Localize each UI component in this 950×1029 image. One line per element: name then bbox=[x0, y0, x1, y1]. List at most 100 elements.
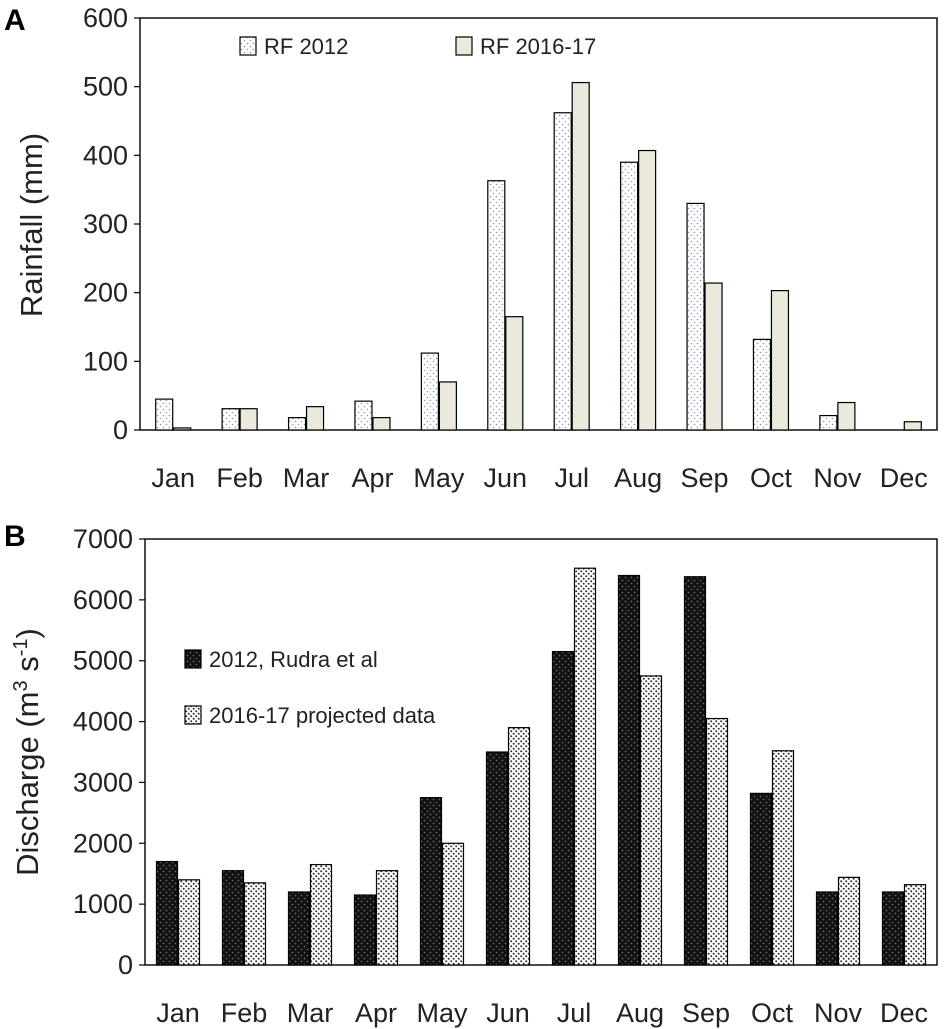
y-axis-title-b: Discharge (m3 s-1) bbox=[10, 628, 45, 876]
bar-mar-series-2 bbox=[305, 406, 325, 431]
x-category-label: Dec bbox=[880, 998, 928, 1028]
bar-mar-series-2 bbox=[309, 863, 333, 966]
bar-sep-series-1 bbox=[686, 202, 705, 431]
bar-jun-series-1 bbox=[487, 180, 506, 431]
y-axis-title-b-end: ) bbox=[10, 628, 45, 638]
bar-jun-series-2 bbox=[505, 316, 524, 431]
bar-oct-series-2 bbox=[771, 750, 795, 966]
x-categories-b: Jan Feb Mar Apr May Jun Jul Aug Sep Oct Nov Dec bbox=[156, 998, 928, 1028]
x-category-label: Mar bbox=[287, 998, 334, 1028]
bar-feb-series-2 bbox=[243, 882, 267, 966]
bar-dec-series-1 bbox=[881, 891, 905, 966]
y-tick-label: 400 bbox=[83, 140, 128, 170]
y-tick-label: 500 bbox=[83, 72, 128, 102]
y-axis-title-b-sup1: 3 bbox=[10, 680, 32, 691]
plot-frame bbox=[139, 17, 938, 431]
y-tick-label: 200 bbox=[83, 278, 128, 308]
bars-a bbox=[155, 81, 922, 431]
bar-feb-series-1 bbox=[221, 870, 245, 966]
bar-jul-series-1 bbox=[551, 650, 575, 966]
y-tick-label: 0 bbox=[118, 950, 133, 980]
bar-oct-series-1 bbox=[752, 338, 772, 431]
bar-feb-series-1 bbox=[221, 408, 240, 431]
bar-may-series-1 bbox=[420, 352, 439, 431]
bar-aug-series-2 bbox=[638, 149, 657, 431]
y-tick-label: 300 bbox=[83, 209, 128, 239]
x-category-label: Aug bbox=[616, 998, 664, 1028]
bar-apr-series-1 bbox=[354, 400, 373, 431]
bar-oct-series-1 bbox=[749, 792, 773, 966]
x-category-label: May bbox=[416, 998, 468, 1028]
axes-b bbox=[144, 538, 938, 966]
bar-oct-series-2 bbox=[770, 290, 790, 431]
bar-jul-series-1 bbox=[553, 112, 572, 431]
rainfall-chart-panel: A Rainfall (mm) 0 100 200 300 400 500 600 Jan F… bbox=[4, 3, 938, 493]
x-category-label: Jul bbox=[557, 998, 592, 1028]
x-category-label: Oct bbox=[750, 463, 793, 493]
x-category-label: Aug bbox=[614, 463, 662, 493]
legend-swatch bbox=[184, 705, 202, 725]
bar-aug-series-1 bbox=[617, 574, 641, 966]
bar-aug-series-1 bbox=[620, 161, 639, 431]
x-category-label: Nov bbox=[813, 463, 862, 493]
bar-apr-series-2 bbox=[372, 417, 391, 431]
x-category-label: Feb bbox=[216, 463, 263, 493]
x-category-label: Jul bbox=[554, 463, 589, 493]
bars-b bbox=[155, 567, 927, 966]
legend-label: 2016-17 projected data bbox=[209, 703, 436, 728]
bar-nov-series-1 bbox=[819, 414, 838, 431]
x-category-label: Feb bbox=[221, 998, 268, 1028]
x-category-label: Apr bbox=[355, 998, 397, 1028]
y-axis-title-a: Rainfall (mm) bbox=[14, 133, 49, 317]
x-category-label: Jun bbox=[486, 998, 530, 1028]
x-category-label: Apr bbox=[351, 463, 393, 493]
legend-swatch bbox=[184, 649, 202, 669]
legend-label: 2012, Rudra et al bbox=[209, 647, 378, 672]
bar-mar-series-1 bbox=[287, 417, 307, 431]
bar-nov-series-1 bbox=[815, 891, 839, 966]
legend-label: RF 2012 bbox=[264, 34, 348, 59]
bar-nov-series-2 bbox=[837, 876, 861, 966]
y-tick-label: 7000 bbox=[73, 524, 133, 554]
y-ticks-a: 0 100 200 300 400 500 600 bbox=[83, 3, 140, 445]
legend-a: RF 2012 RF 2016-17 bbox=[239, 34, 596, 59]
x-category-label: Nov bbox=[814, 998, 863, 1028]
y-tick-label: 2000 bbox=[73, 828, 133, 858]
bar-jan-series-2 bbox=[173, 427, 192, 431]
axes-a bbox=[139, 17, 938, 431]
x-category-label: Jan bbox=[156, 998, 200, 1028]
x-category-label: Sep bbox=[682, 998, 730, 1028]
legend-swatch bbox=[239, 36, 257, 56]
bar-jan-series-1 bbox=[155, 860, 179, 966]
panel-label-a: A bbox=[4, 4, 26, 37]
bar-aug-series-2 bbox=[639, 675, 663, 966]
legend-swatch bbox=[455, 36, 473, 56]
bar-jun-series-1 bbox=[485, 751, 509, 966]
y-ticks-b: 0 1000 2000 3000 4000 5000 6000 7000 bbox=[73, 524, 145, 980]
bar-jan-series-1 bbox=[155, 398, 174, 431]
x-category-label: May bbox=[413, 463, 465, 493]
bar-dec-series-2 bbox=[903, 884, 927, 966]
y-tick-label: 0 bbox=[113, 415, 128, 445]
discharge-chart-panel: B Discharge (m3 s-1) 0 1000 2000 3000 4000 50… bbox=[4, 520, 938, 1028]
x-categories-a: Jan Feb Mar Apr May Jun Jul Aug Sep Oct Nov Dec bbox=[151, 463, 927, 493]
y-tick-label: 100 bbox=[83, 346, 128, 376]
x-category-label: Oct bbox=[751, 998, 794, 1028]
y-tick-label: 6000 bbox=[73, 585, 133, 615]
panel-label-b: B bbox=[4, 520, 26, 553]
legend-b: 2012, Rudra et al 2016-17 projected data bbox=[184, 647, 436, 728]
bar-feb-series-2 bbox=[239, 408, 258, 431]
x-category-label: Sep bbox=[681, 463, 729, 493]
bar-sep-series-2 bbox=[705, 717, 729, 966]
bar-jun-series-2 bbox=[507, 727, 531, 966]
x-category-label: Jan bbox=[151, 463, 195, 493]
y-axis-title-b-main: Discharge (m bbox=[10, 692, 45, 876]
y-tick-label: 600 bbox=[83, 3, 128, 33]
y-axis-title-b-sup2: -1 bbox=[10, 638, 32, 656]
bar-dec-series-2 bbox=[903, 421, 922, 431]
plot-frame bbox=[144, 538, 938, 966]
bar-sep-series-2 bbox=[704, 282, 723, 431]
x-category-label: Dec bbox=[880, 463, 928, 493]
legend-label: RF 2016-17 bbox=[480, 34, 596, 59]
